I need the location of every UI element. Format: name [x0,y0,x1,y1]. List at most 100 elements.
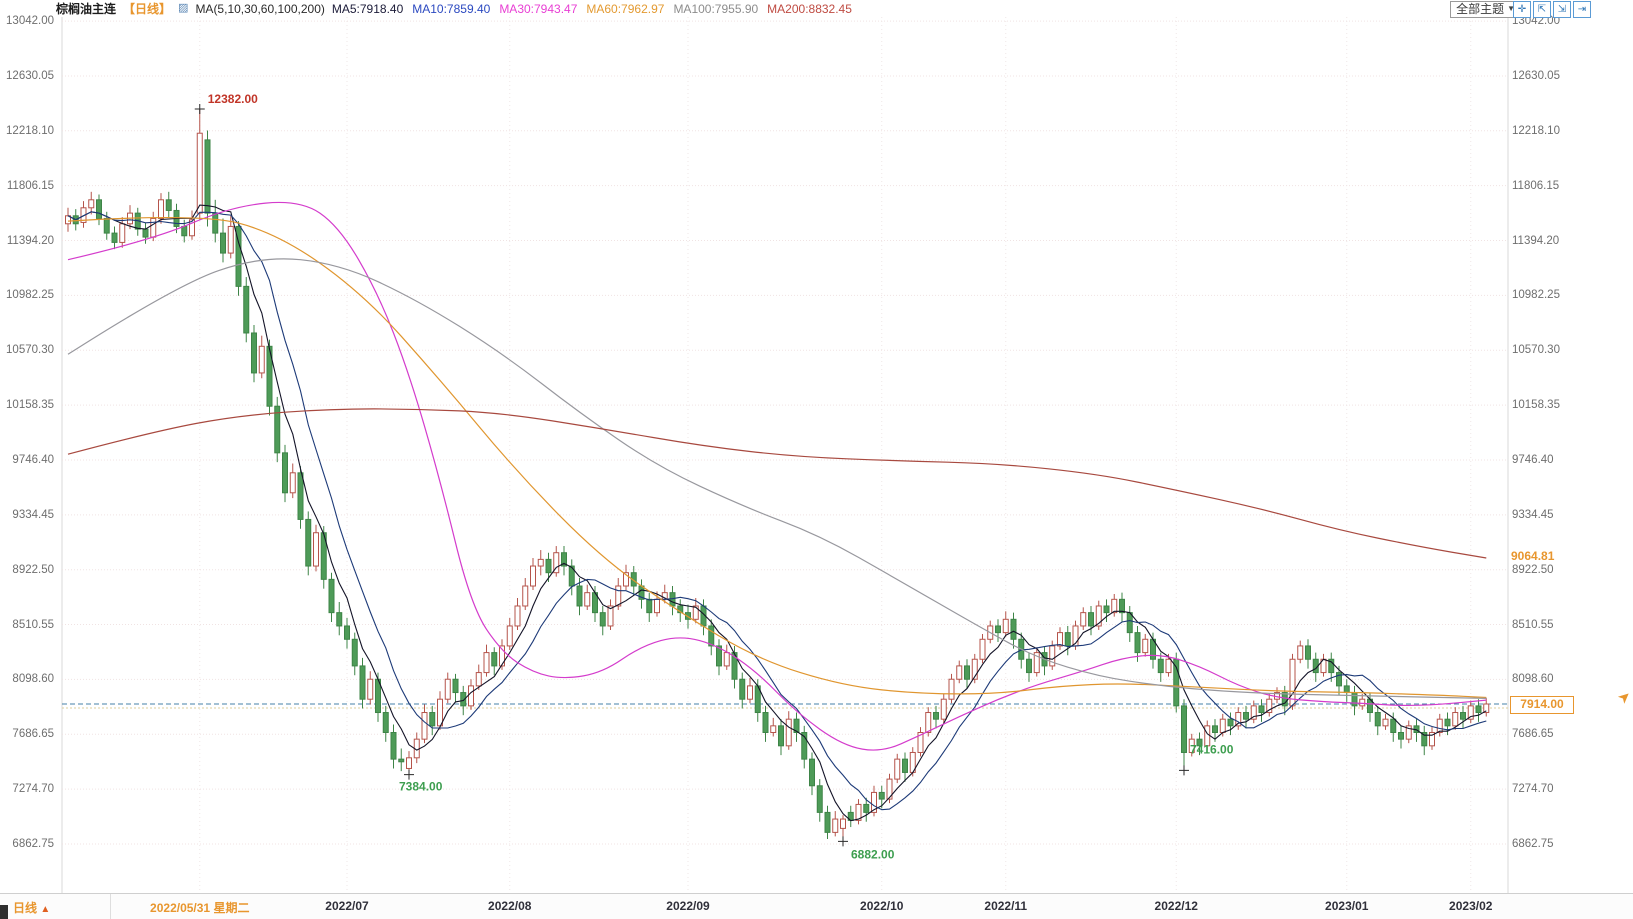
candle-body [731,652,738,680]
candle-body [685,612,691,620]
candle-body [1390,718,1397,734]
candle-body [785,718,792,747]
candle-body [235,225,242,287]
ma-line-ma60 [67,216,1487,699]
low-marker-icon [1179,765,1189,776]
candle-body [305,518,312,567]
candle-body [444,678,451,700]
candle-body [832,818,839,833]
fit-vertical-icon[interactable]: ⇱ [1533,1,1551,18]
candle-body [1181,705,1187,753]
candle-body [940,698,947,720]
candle-body [336,612,343,627]
candle-body [1088,612,1094,627]
candle-body [995,625,1001,634]
candle-body [1157,658,1164,674]
price-tick-label: 7686.65 [12,728,54,741]
price-tick-label: 10570.30 [6,344,54,357]
candle-body [646,598,653,614]
fit-horizontal-icon[interactable]: ⇲ [1553,1,1571,18]
candle-body [204,139,211,214]
candle-body [770,725,777,734]
pan-icon[interactable]: ✛ [1513,1,1531,18]
candle-body [599,612,606,627]
candle-body [971,658,978,680]
candle-body [1452,712,1459,727]
candle-body [1095,605,1102,627]
ma-line-ma5 [67,204,1487,822]
candle-body [1057,632,1063,647]
candle-body [1336,672,1342,687]
candle-body [1405,725,1412,740]
candle-body [96,199,102,219]
candle-body [499,645,505,667]
candle-body [956,665,963,680]
candle-body [1033,652,1040,674]
candle-body [553,552,560,574]
candle-body [452,678,459,694]
theme-select-button[interactable]: 全部主题 ▼ [1450,0,1521,18]
jump-to-latest-icon[interactable]: ⇥ [1573,1,1591,18]
candle-body [1243,712,1249,720]
candle-body [65,215,71,225]
low-marker-icon [838,836,848,847]
candle-body [801,732,808,760]
price-tick-label: 10982.25 [6,289,54,302]
price-tick-label: 13042.00 [6,15,54,28]
candle-body [142,228,149,238]
candle-body [1483,703,1490,714]
period-selector[interactable]: 日线 ▲ [13,899,50,916]
candle-body [1002,618,1009,634]
period-tag: 【日线】 [123,2,172,16]
price-tick-label: 11806.15 [1512,179,1560,192]
candle-body [1126,612,1133,634]
candle-body [514,605,521,627]
price-tick-label: 11394.20 [6,234,54,247]
x-axis-label: 2022/11 [984,899,1028,913]
candle-body [297,472,304,520]
last-price-box: 7914.00 [1510,696,1574,714]
candle-body [483,652,490,674]
candle-body [367,678,374,700]
candle-body [1119,598,1125,614]
ma-formula: MA(5,10,30,60,100,200) [195,1,325,16]
candle-body [1475,705,1482,714]
candle-body [1142,638,1149,654]
price-tick-label: 10570.30 [1512,344,1560,357]
ma-value-ma100: MA100:7955.90 [673,1,759,16]
candle-body [568,565,575,587]
candle-body [1080,612,1087,627]
candle-body [723,652,730,667]
ma-value-ma5: MA5:7918.40 [331,1,404,16]
candle-body [522,585,529,607]
candle-body [258,345,265,374]
candle-body [979,638,986,660]
candle-body [344,625,350,640]
candle-body [1305,645,1311,660]
candle-body [212,212,219,234]
candle-body [1351,692,1358,707]
price-tick-label: 10158.35 [6,399,54,412]
candle-body [1374,712,1381,727]
corner-block [0,905,8,919]
candle-body [1196,738,1203,747]
candle-body [886,778,893,800]
price-tick-label: 7274.70 [1512,783,1554,796]
candle-body [894,758,901,780]
candle-body [158,199,164,219]
x-axis-label: 2023/01 [1325,899,1369,913]
candle-body [576,585,583,607]
chevron-down-icon: ▼ [1507,4,1515,13]
price-tick-label: 9746.40 [12,453,54,466]
x-axis-row [0,893,1633,919]
candle-body [1103,605,1110,614]
ma-value-ma200: MA200:8832.45 [767,1,852,16]
candle-body [406,757,412,769]
candle-body [429,712,436,727]
triangle-up-icon: ▲ [40,904,51,915]
candle-body [1235,712,1242,727]
high-marker-icon [194,103,205,114]
price-tick-label: 9334.45 [1512,508,1554,521]
candle-body [351,638,358,667]
